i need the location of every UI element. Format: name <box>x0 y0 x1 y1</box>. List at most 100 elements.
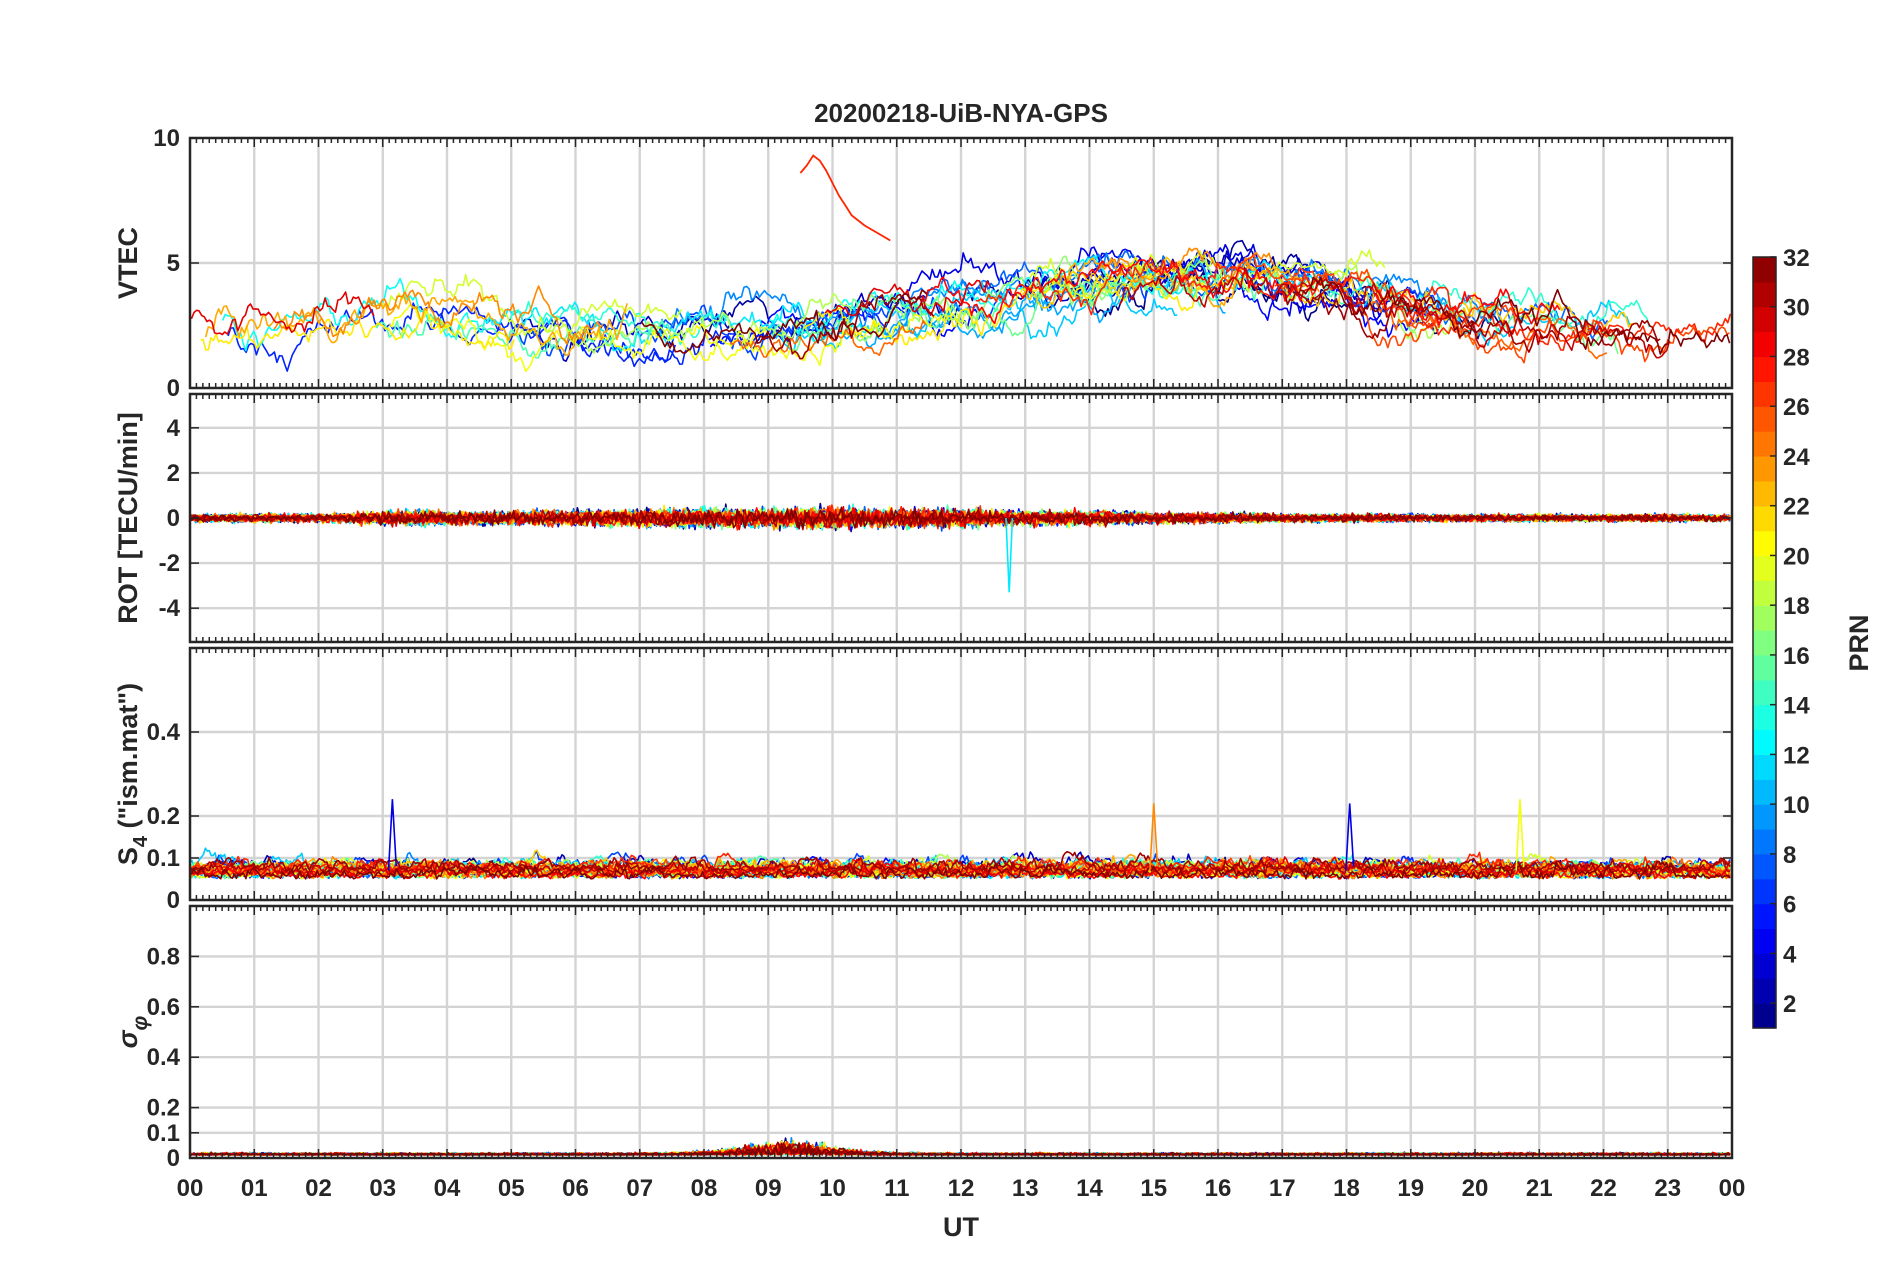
colorbar-swatch <box>1753 356 1776 382</box>
y-tick-label: 10 <box>153 125 180 152</box>
series-prn-28 <box>924 259 1325 325</box>
x-tick-label: 23 <box>1654 1175 1681 1202</box>
x-tick-label: 04 <box>434 1175 461 1202</box>
chart-title: 20200218-UiB-NYA-GPS <box>814 98 1108 128</box>
colorbar-tick-label: 8 <box>1783 842 1796 869</box>
y-axis-label-rot: ROT [TECU/min] <box>113 412 143 623</box>
y-tick-label: 0.6 <box>147 994 180 1021</box>
y-tick-label: 2 <box>167 460 180 487</box>
series-prn-13 <box>768 255 1212 344</box>
colorbar-label: PRN <box>1844 614 1874 671</box>
y-axis-label-vtec: VTEC <box>113 227 143 299</box>
colorbar-swatch <box>1753 779 1776 805</box>
colorbar-tick-label: 30 <box>1783 295 1810 322</box>
series-prn-24 <box>1096 247 1275 288</box>
y-tick-label: 0 <box>167 1145 180 1172</box>
series-prn-25 <box>1369 301 1608 360</box>
series-prn-13 <box>221 277 499 352</box>
y-tick-label: 0.2 <box>147 1095 180 1122</box>
x-tick-label: 22 <box>1590 1175 1617 1202</box>
y-tick-label: 0 <box>167 505 180 532</box>
y-tick-label: 0.1 <box>147 845 180 872</box>
y-tick-label: 0 <box>167 375 180 402</box>
series-prn-30 <box>190 507 1731 531</box>
series-prn-30 <box>1119 267 1368 316</box>
colorbar-swatch <box>1753 878 1776 905</box>
panel-vtec: 0 5 10 VTEC <box>113 125 1734 402</box>
colorbar-swatch <box>1753 903 1776 930</box>
colorbar-swatch <box>1753 530 1776 557</box>
series-prn-30 <box>1314 282 1671 359</box>
series-s4-spike <box>387 799 398 871</box>
colorbar-swatch <box>1753 704 1776 731</box>
colorbar-swatch <box>1753 1003 1776 1029</box>
x-tick-label: 15 <box>1140 1175 1167 1202</box>
colorbar-swatch <box>1753 804 1776 830</box>
colorbar-swatch <box>1753 654 1776 681</box>
tick-marks <box>189 906 1733 1159</box>
colorbar-tick-label: 2 <box>1783 991 1796 1018</box>
y-tick-label: 0 <box>167 887 180 914</box>
colorbar-swatch <box>1753 555 1776 581</box>
x-tick-label: 16 <box>1205 1175 1232 1202</box>
colorbar-tick-label: 18 <box>1783 593 1810 620</box>
series-group <box>190 502 1731 593</box>
x-tick-label: 19 <box>1397 1175 1424 1202</box>
series-peak-trace <box>799 154 891 242</box>
series-s4-spike <box>1515 799 1525 871</box>
x-tick-label: 13 <box>1012 1175 1039 1202</box>
x-tick-label: 12 <box>948 1175 975 1202</box>
y-tick-label: 0.2 <box>147 803 180 830</box>
x-tick-label: 01 <box>241 1175 268 1202</box>
colorbar-swatch <box>1753 978 1776 1004</box>
colorbar-tick-label: 22 <box>1783 494 1810 521</box>
x-axis-label: UT <box>943 1212 979 1242</box>
x-tick-label: 08 <box>691 1175 718 1202</box>
y-tick-label: 5 <box>167 250 180 277</box>
series-prn-8 <box>918 251 1177 308</box>
x-tick-label: 20 <box>1462 1175 1489 1202</box>
series-prn-28 <box>1371 285 1561 326</box>
series-prn-32 <box>641 289 928 354</box>
colorbar-tick-label: 32 <box>1783 245 1810 272</box>
series-prn-12 <box>1065 259 1332 308</box>
colorbar-swatch <box>1753 281 1776 308</box>
colorbar-swatch <box>1753 829 1776 855</box>
series-prn-32 <box>1300 276 1731 355</box>
colorbar-swatch <box>1753 853 1776 880</box>
x-tick-label: 09 <box>755 1175 782 1202</box>
colorbar-tick-label: 20 <box>1783 543 1810 570</box>
series-prn-2 <box>930 239 1307 326</box>
series-prn-32 <box>190 860 1731 880</box>
x-tick-label: 21 <box>1526 1175 1553 1202</box>
colorbar-tick-label: 4 <box>1783 941 1797 968</box>
colorbar-tick-label: 12 <box>1783 742 1810 769</box>
series-group <box>190 154 1732 372</box>
colorbar-swatch <box>1753 679 1776 706</box>
series-prn-32 <box>190 506 1731 530</box>
colorbar-swatch <box>1753 257 1776 283</box>
colorbar-swatch <box>1753 953 1776 979</box>
y-tick-label: 0.1 <box>147 1120 180 1147</box>
grid <box>190 906 1732 1158</box>
series-group <box>190 799 1731 880</box>
panel-sigphi: 00.10.2 0.4 0.6 0.8 σφ <box>113 904 1734 1172</box>
y-tick-label: -2 <box>159 550 180 577</box>
series-prn-25 <box>729 319 927 358</box>
y-tick-label: 4 <box>167 415 181 442</box>
colorbar-tick-label: 24 <box>1783 444 1810 471</box>
tick-marks <box>189 137 1733 389</box>
colorbar-tick-label: 26 <box>1783 394 1810 421</box>
y-tick-label: 0.8 <box>147 943 180 970</box>
grid <box>190 648 1732 900</box>
colorbar-swatch <box>1753 729 1776 756</box>
series-prn-20 <box>685 305 967 367</box>
y-tick-label: -4 <box>159 595 181 622</box>
x-tick-label: 03 <box>369 1175 396 1202</box>
colorbar-tick-label: 10 <box>1783 792 1810 819</box>
colorbar-swatch <box>1753 505 1776 532</box>
x-tick-label: 18 <box>1333 1175 1360 1202</box>
colorbar-swatch <box>1753 630 1776 656</box>
colorbar-swatch <box>1753 480 1776 507</box>
